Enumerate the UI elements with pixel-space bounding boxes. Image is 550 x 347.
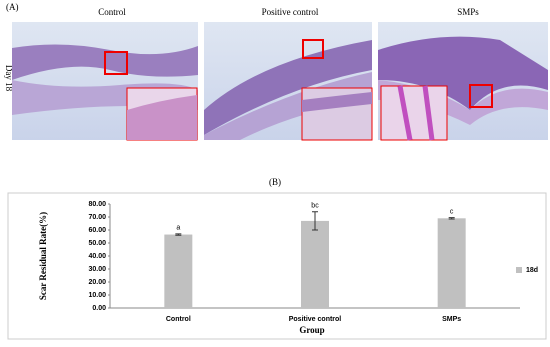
bar (301, 220, 329, 308)
column-label: SMPs (457, 7, 479, 17)
x-tick-label: Positive control (289, 316, 342, 323)
y-tick-label: 20.00 (88, 279, 106, 286)
column-label: Positive control (262, 7, 319, 17)
error-bar (175, 233, 182, 236)
y-tick-label: 30.00 (88, 266, 106, 273)
annotation: bc (311, 203, 319, 210)
error-bar (312, 211, 318, 231)
bar (164, 234, 193, 308)
x-tick-label: Control (166, 316, 191, 323)
row-label: Day 18 (4, 65, 14, 92)
legend-label: 18d (526, 267, 538, 274)
error-bar (448, 217, 455, 220)
chart-frame (7, 192, 547, 340)
histology-image (204, 22, 373, 141)
y-tick-label: 40.00 (88, 253, 106, 260)
y-tick-label: 80.00 (88, 201, 106, 208)
y-tick-label: 60.00 (88, 227, 106, 234)
column-label: Control (98, 7, 126, 17)
panel-label: (A) (6, 2, 19, 12)
annotation: a (176, 225, 180, 232)
y-axis-title: Scar Residual Rate(%) (38, 212, 48, 300)
x-axis-title: Group (299, 325, 324, 335)
bar (437, 218, 466, 308)
y-tick-label: 0.00 (92, 305, 106, 312)
x-tick-label: SMPs (442, 316, 461, 323)
histology-image (12, 22, 198, 141)
y-tick-label: 50.00 (88, 240, 106, 247)
panel-label: (B) (269, 177, 281, 187)
y-tick-label: 70.00 (88, 214, 106, 221)
annotation: c (450, 208, 454, 215)
y-tick-label: 10.00 (88, 292, 106, 299)
legend-swatch (516, 267, 522, 273)
histology-image (378, 22, 548, 141)
